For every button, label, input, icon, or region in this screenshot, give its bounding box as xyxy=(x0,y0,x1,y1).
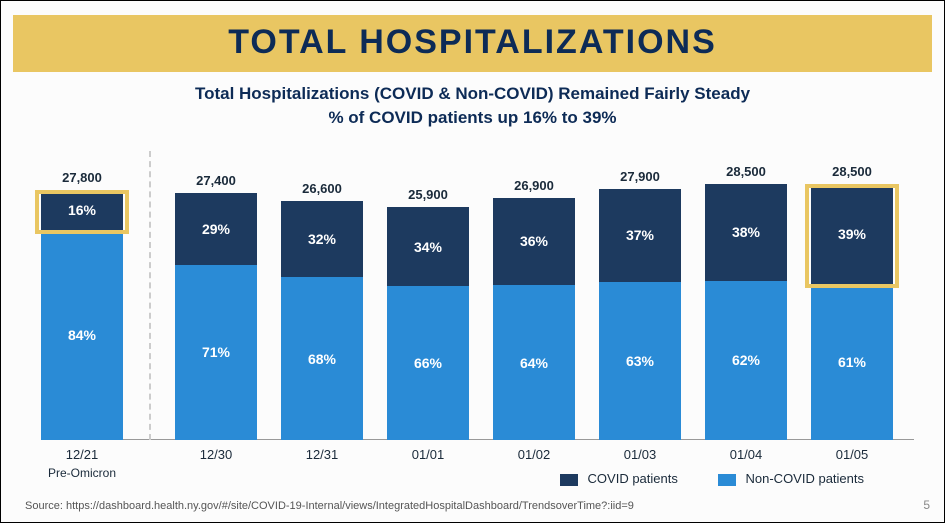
x-axis-label: 12/30 xyxy=(175,447,257,462)
pre-omicron-label: Pre-Omicron xyxy=(41,466,123,480)
bar-group: 27,40029%71%12/30 xyxy=(175,193,257,440)
bar-segment-covid: 39% xyxy=(811,184,893,284)
slide: TOTAL HOSPITALIZATIONS Total Hospitaliza… xyxy=(0,0,945,523)
x-axis-label: 01/03 xyxy=(599,447,681,462)
bar-total-label: 28,500 xyxy=(705,164,787,179)
stacked-bar: 27,90037%63% xyxy=(599,189,681,440)
bar-total-label: 26,900 xyxy=(493,178,575,193)
legend-swatch-noncovid xyxy=(718,474,736,486)
stacked-bar: 28,50038%62% xyxy=(705,184,787,441)
bar-total-label: 26,600 xyxy=(281,181,363,196)
slide-title: TOTAL HOSPITALIZATIONS xyxy=(13,23,932,62)
legend-label-covid: COVID patients xyxy=(588,471,678,486)
stacked-bar: 25,90034%66% xyxy=(387,207,469,440)
bar-group: 28,50039%61%01/05 xyxy=(811,184,893,441)
subtitle-line-1: Total Hospitalizations (COVID & Non-COVI… xyxy=(1,84,944,104)
x-axis-label: 01/04 xyxy=(705,447,787,462)
bar-segment-noncovid: 62% xyxy=(705,281,787,440)
bar-segment-covid: 32% xyxy=(281,201,363,278)
x-axis-label: 01/01 xyxy=(387,447,469,462)
pre-omicron-divider xyxy=(149,151,151,440)
bar-group: 26,60032%68%12/31 xyxy=(281,201,363,440)
bar-segment-covid: 29% xyxy=(175,193,257,265)
bar-total-label: 27,800 xyxy=(41,170,123,185)
legend-item-covid: COVID patients xyxy=(560,471,678,486)
bar-group: 27,80016%84%12/21Pre-Omicron xyxy=(41,190,123,440)
stacked-bar-chart: 27,80016%84%12/21Pre-Omicron27,40029%71%… xyxy=(41,151,914,464)
legend-item-noncovid: Non-COVID patients xyxy=(718,471,864,486)
stacked-bar: 28,50039%61% xyxy=(811,184,893,441)
bar-group: 28,50038%62%01/04 xyxy=(705,184,787,441)
stacked-bar: 26,60032%68% xyxy=(281,201,363,440)
bar-segment-covid: 16% xyxy=(41,190,123,230)
bar-segment-noncovid: 84% xyxy=(41,230,123,440)
bar-total-label: 27,400 xyxy=(175,173,257,188)
title-band: TOTAL HOSPITALIZATIONS xyxy=(13,15,932,72)
legend: COVID patients Non-COVID patients xyxy=(560,471,864,486)
stacked-bar: 27,40029%71% xyxy=(175,193,257,440)
x-axis-label: 12/31 xyxy=(281,447,363,462)
x-axis-label: 12/21 xyxy=(41,447,123,462)
page-number: 5 xyxy=(923,498,930,512)
stacked-bar: 27,80016%84% xyxy=(41,190,123,440)
bar-total-label: 27,900 xyxy=(599,169,681,184)
bar-group: 25,90034%66%01/01 xyxy=(387,207,469,440)
bar-group: 27,90037%63%01/03 xyxy=(599,189,681,440)
source-text: Source: https://dashboard.health.ny.gov/… xyxy=(25,500,634,512)
stacked-bar: 26,90036%64% xyxy=(493,198,575,440)
chart-area: 27,80016%84%12/21Pre-Omicron27,40029%71%… xyxy=(41,151,914,464)
bar-segment-noncovid: 71% xyxy=(175,265,257,440)
bar-segment-noncovid: 63% xyxy=(599,282,681,440)
bar-segment-covid: 38% xyxy=(705,184,787,281)
bar-total-label: 25,900 xyxy=(387,187,469,202)
legend-swatch-covid xyxy=(560,474,578,486)
bar-segment-noncovid: 66% xyxy=(387,286,469,440)
bar-segment-covid: 36% xyxy=(493,198,575,285)
x-axis-label: 01/05 xyxy=(811,447,893,462)
x-axis-label: 01/02 xyxy=(493,447,575,462)
subtitle-line-2: % of COVID patients up 16% to 39% xyxy=(1,108,944,128)
bar-segment-noncovid: 61% xyxy=(811,284,893,440)
bar-segment-covid: 34% xyxy=(387,207,469,286)
bar-segment-noncovid: 68% xyxy=(281,277,363,440)
bar-segment-noncovid: 64% xyxy=(493,285,575,440)
bar-group: 26,90036%64%01/02 xyxy=(493,198,575,440)
legend-label-noncovid: Non-COVID patients xyxy=(746,471,865,486)
bar-total-label: 28,500 xyxy=(811,164,893,179)
bar-segment-covid: 37% xyxy=(599,189,681,282)
